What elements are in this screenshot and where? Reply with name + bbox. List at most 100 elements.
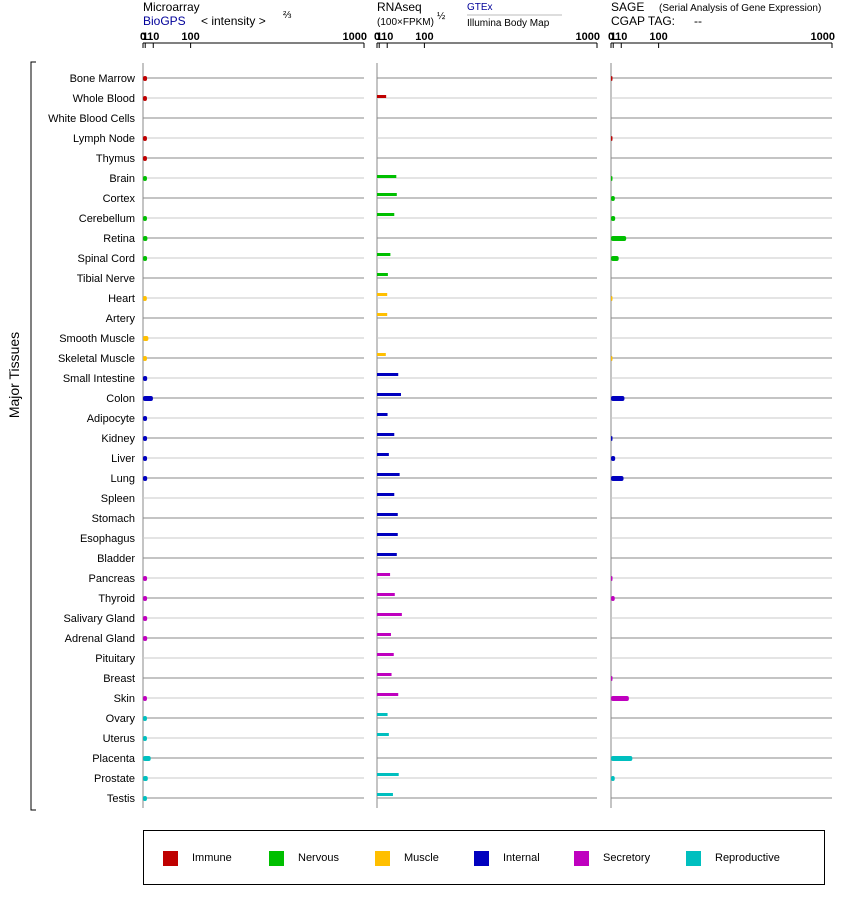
- biogps-link[interactable]: BioGPS: [143, 14, 186, 28]
- legend-swatch: [474, 850, 489, 866]
- tissue-label: Colon: [106, 393, 135, 405]
- tick-label: 1000: [343, 31, 367, 43]
- tissue-label: Thymus: [96, 153, 136, 165]
- tick-label: 10: [381, 31, 393, 43]
- tissue-label: Kidney: [101, 433, 135, 445]
- tissue-label: Heart: [108, 293, 135, 305]
- bar: [143, 736, 147, 741]
- bar: [611, 216, 616, 221]
- tick-label: 10: [147, 31, 159, 43]
- bar: [143, 216, 147, 221]
- tissue-label: Testis: [107, 793, 136, 805]
- bar: [143, 136, 147, 141]
- tissue-label: Spleen: [101, 493, 135, 505]
- bar: [143, 156, 147, 161]
- bar: [377, 473, 400, 476]
- bar: [611, 756, 633, 761]
- tissue-label: Stomach: [92, 513, 135, 525]
- tissue-bracket: [30, 61, 36, 811]
- cgap-label: CGAP TAG:: [611, 14, 675, 28]
- sage-subtitle: (Serial Analysis of Gene Expression): [659, 3, 821, 14]
- bar: [377, 533, 398, 536]
- bar: [377, 713, 388, 716]
- bar: [143, 616, 148, 621]
- legend-swatch: [686, 850, 701, 866]
- rnaseq-title: RNAseq: [377, 0, 422, 14]
- tick-label: 10: [615, 31, 627, 43]
- bar: [377, 353, 386, 356]
- bar: [143, 436, 148, 441]
- legend-swatch: [375, 850, 390, 866]
- bar: [377, 253, 391, 256]
- bar: [143, 476, 148, 481]
- bar: [377, 653, 394, 656]
- bar: [611, 596, 615, 601]
- tissue-label: Lung: [111, 473, 135, 485]
- tissue-label: Pancreas: [89, 573, 136, 585]
- intensity-label: < intensity >: [201, 14, 266, 28]
- tissue-label: Lymph Node: [73, 133, 135, 145]
- expression-chart: Microarray BioGPS < intensity > ⅔ RNAseq…: [6, 0, 835, 811]
- tissue-label: Retina: [103, 233, 136, 245]
- tissue-label: Esophagus: [80, 533, 136, 545]
- tissue-label: Cerebellum: [79, 213, 135, 225]
- bar: [143, 576, 148, 581]
- rnaseq-units: (100×FPKM): [377, 17, 434, 28]
- bar: [377, 393, 401, 396]
- tick-label: 1: [142, 31, 148, 43]
- bar: [377, 175, 397, 178]
- legend: Immune Nervous Muscle Internal Secretory Repr…: [143, 830, 825, 885]
- bar: [611, 136, 613, 141]
- tick-label: 0: [140, 31, 146, 43]
- bar: [377, 293, 388, 296]
- bar: [377, 693, 399, 696]
- tissue-label: Pituitary: [95, 653, 135, 665]
- bar: [611, 356, 613, 361]
- bar: [143, 296, 147, 301]
- tissue-label: Breast: [103, 673, 135, 685]
- tissue-label: Small Intestine: [63, 373, 135, 385]
- bar: [143, 756, 151, 761]
- bar: [377, 193, 397, 196]
- illumina-label: Illumina Body Map: [467, 18, 550, 29]
- legend-label: Secretory: [603, 852, 651, 865]
- bar: [143, 696, 147, 701]
- tissue-label: Smooth Muscle: [59, 333, 135, 345]
- tissue-label: Bladder: [97, 553, 135, 565]
- tick-label: 0: [608, 31, 614, 43]
- cgap-value: --: [694, 14, 702, 28]
- bar: [377, 573, 391, 576]
- bar: [377, 773, 399, 776]
- bar: [377, 613, 402, 616]
- rnaseq-exponent: ½: [437, 11, 446, 22]
- tissue-label: Artery: [106, 313, 136, 325]
- tick-label: 1000: [811, 31, 835, 43]
- bar: [143, 256, 148, 261]
- bar: [143, 776, 148, 781]
- tissue-label: Bone Marrow: [70, 73, 135, 85]
- gtex-link[interactable]: GTEx: [467, 2, 493, 13]
- legend-item-internal: Internal: [474, 850, 540, 866]
- tissue-label: Prostate: [94, 773, 135, 785]
- tissue-label: Thyroid: [98, 593, 135, 605]
- bar: [611, 196, 615, 201]
- bar: [611, 576, 613, 581]
- legend-label: Nervous: [298, 852, 339, 865]
- sage-title: SAGE: [611, 0, 644, 14]
- tick-label: 1000: [576, 31, 600, 43]
- bar: [377, 413, 388, 416]
- bar: [143, 416, 148, 421]
- tissue-label: Uterus: [103, 733, 136, 745]
- legend-item-immune: Immune: [163, 850, 232, 866]
- bar: [377, 593, 395, 596]
- bar: [377, 213, 395, 216]
- bar: [143, 796, 147, 801]
- bar: [377, 373, 399, 376]
- bar: [377, 633, 391, 636]
- tissue-label: Cortex: [103, 193, 136, 205]
- tissue-label: Tibial Nerve: [77, 273, 135, 285]
- bar: [611, 456, 616, 461]
- legend-swatch: [269, 850, 284, 866]
